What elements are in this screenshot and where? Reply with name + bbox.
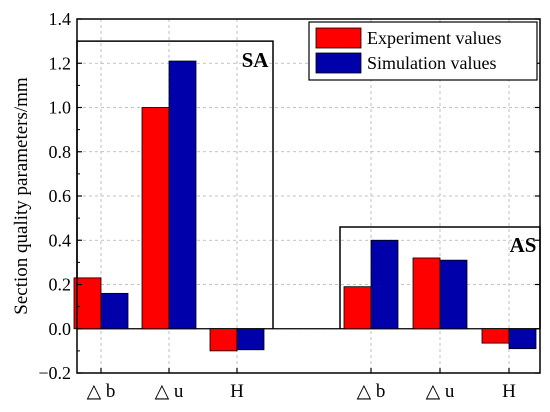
x-tick-label: H [230,381,244,402]
bar-sa-simulation-2 [236,328,265,351]
y-tick-label: 0.8 [49,142,72,162]
bar-as-simulation-1 [439,259,468,330]
legend-swatch [315,27,362,49]
bar-sa-simulation-1 [168,60,197,330]
y-tick-label: 1.2 [49,53,72,73]
bar-sa-experiment-1 [141,107,170,330]
y-tick-label: −0.2 [38,363,71,383]
legend-label: Experiment values [367,28,501,48]
legend-label: Simulation values [367,53,497,73]
y-tick-label: 0.0 [49,319,72,339]
bar-as-simulation-2 [508,328,537,350]
x-tick-label: △ u [426,381,455,402]
y-tick-label: 0.6 [49,186,72,206]
y-axis-label: Section quality parameters/mm [11,77,32,315]
bar-sa-experiment-2 [209,328,238,352]
bar-as-experiment-1 [412,257,441,330]
group-label-sa: SA [242,48,270,72]
group-label-as: AS [510,233,537,257]
bar-as-experiment-0 [343,286,372,330]
y-tick-label: 0.4 [49,230,72,250]
y-tick-label: 0.2 [49,275,72,295]
bar-sa-experiment-0 [73,277,102,330]
x-tick-label: △ b [87,381,116,402]
bar-sa-simulation-0 [100,292,129,330]
bar-as-simulation-0 [370,239,399,330]
x-tick-label: △ u [155,381,184,402]
x-tick-label: △ b [357,381,386,402]
legend-swatch [315,52,362,74]
x-tick-label: H [502,381,516,402]
bar-as-experiment-2 [481,328,510,344]
y-tick-label: 1.0 [49,98,72,118]
y-tick-label: 1.4 [49,9,72,29]
